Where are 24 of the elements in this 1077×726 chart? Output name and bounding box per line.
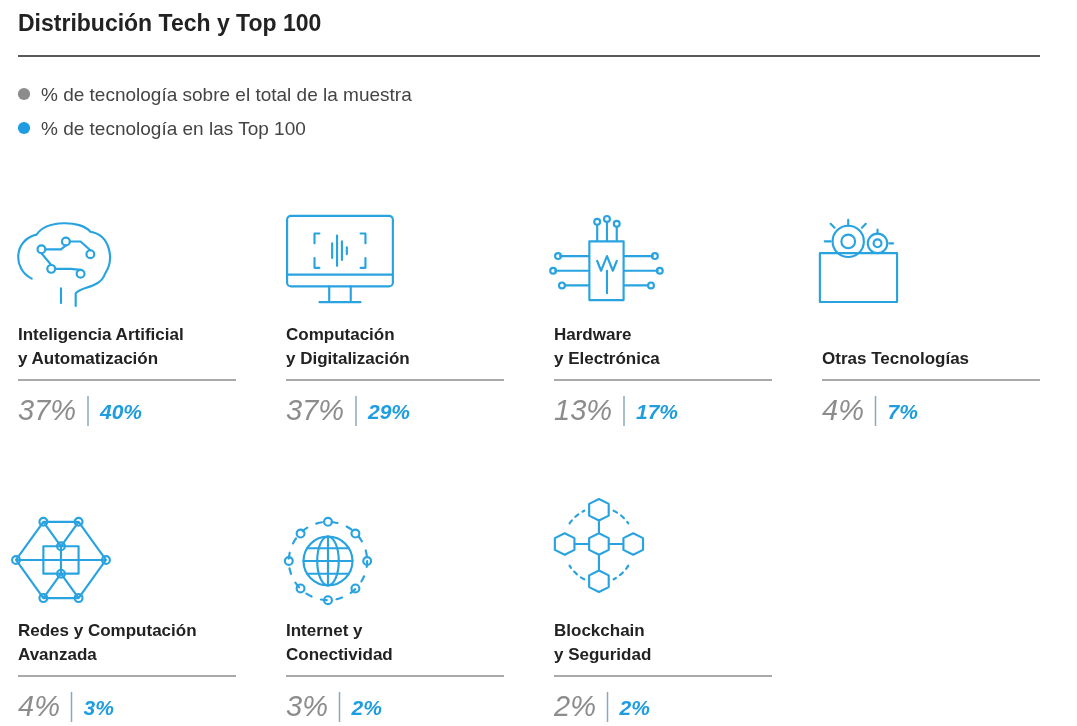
data-label: 4% (822, 394, 864, 426)
category-label: Otras Tecnologías (822, 349, 970, 368)
category-label: Hardware y Electrónica (554, 325, 661, 368)
data-label: 3% (286, 690, 328, 722)
data-label: 40% (99, 400, 143, 423)
data-label: 7% (887, 400, 919, 423)
legend-label: % de tecnología sobre el total de la muestra (41, 84, 413, 105)
data-label: 13% (554, 394, 613, 426)
data-label: 2% (350, 696, 383, 719)
data-label: 29% (367, 400, 411, 423)
category-label: Internet y Conectividad (286, 621, 393, 664)
legend-label: % de tecnología en las Top 100 (41, 118, 306, 139)
data-label: 2% (553, 690, 596, 722)
category-label: Redes y Computación Avanzada (18, 621, 197, 664)
data-label: 37% (18, 394, 77, 426)
data-label: 37% (286, 394, 345, 426)
category-label: Computación y Digitalización (286, 325, 410, 368)
data-label: 4% (18, 690, 60, 722)
category-label: Inteligencia Artificial y Automatización (18, 325, 184, 368)
data-label: 3% (83, 696, 115, 719)
category-label: Blockchain y Seguridad (554, 621, 652, 664)
text: Distribución Tech y Top 100 (18, 10, 322, 36)
data-label: 17% (636, 400, 679, 423)
data-label: 2% (618, 696, 651, 719)
